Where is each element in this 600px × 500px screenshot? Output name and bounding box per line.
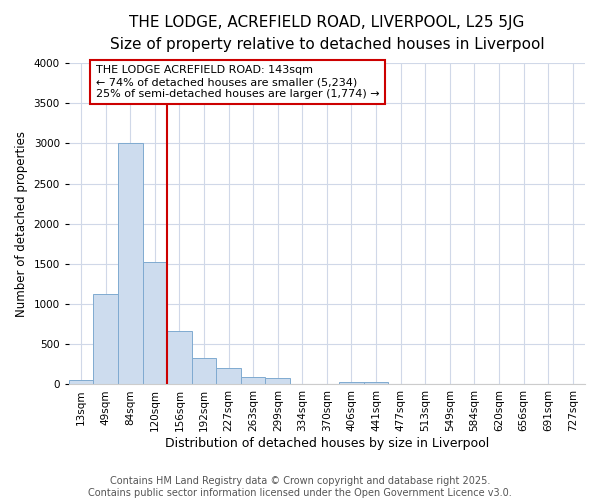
X-axis label: Distribution of detached houses by size in Liverpool: Distribution of detached houses by size … <box>165 437 489 450</box>
Bar <box>217 368 241 384</box>
Bar <box>118 144 143 384</box>
Title: THE LODGE, ACREFIELD ROAD, LIVERPOOL, L25 5JG
Size of property relative to detac: THE LODGE, ACREFIELD ROAD, LIVERPOOL, L2… <box>110 15 544 52</box>
Bar <box>192 358 217 384</box>
Bar <box>265 378 290 384</box>
Bar <box>167 332 192 384</box>
Bar <box>143 262 167 384</box>
Bar <box>364 382 388 384</box>
Bar <box>241 377 265 384</box>
Bar <box>339 382 364 384</box>
Text: THE LODGE ACREFIELD ROAD: 143sqm
← 74% of detached houses are smaller (5,234)
25: THE LODGE ACREFIELD ROAD: 143sqm ← 74% o… <box>96 66 379 98</box>
Y-axis label: Number of detached properties: Number of detached properties <box>15 131 28 317</box>
Text: Contains HM Land Registry data © Crown copyright and database right 2025.
Contai: Contains HM Land Registry data © Crown c… <box>88 476 512 498</box>
Bar <box>69 380 94 384</box>
Bar <box>94 294 118 384</box>
